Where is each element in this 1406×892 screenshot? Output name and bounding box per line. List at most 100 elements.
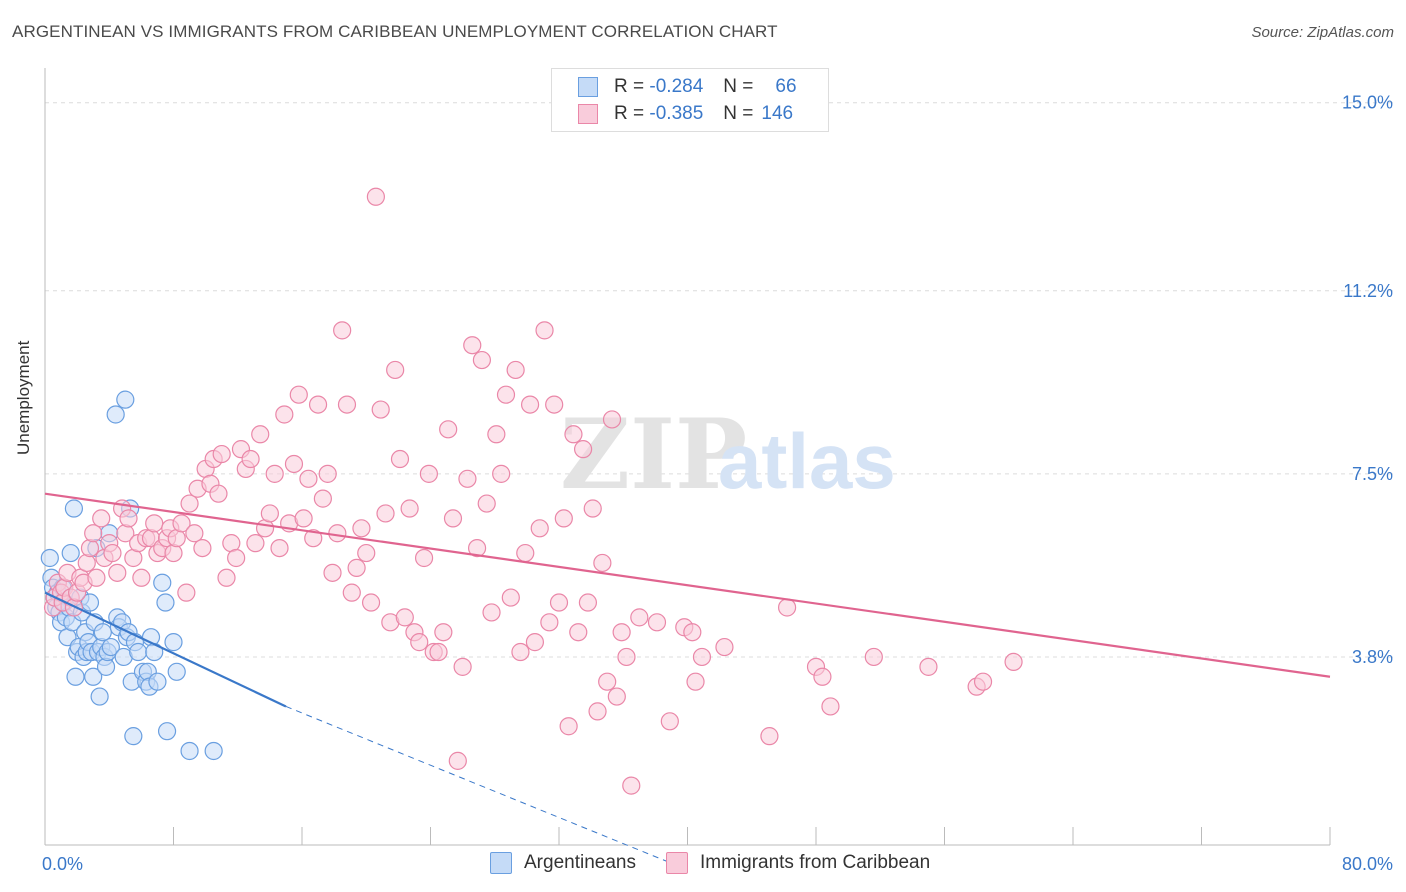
caribbean-point <box>304 529 323 548</box>
caribbean-point <box>180 494 199 513</box>
x-tick-label: 80.0% <box>1342 854 1393 874</box>
caribbean-point <box>973 672 993 691</box>
caribbean-point <box>443 509 463 528</box>
argentinean-point <box>129 642 148 662</box>
caribbean-point <box>333 321 352 340</box>
legend-n-label: N = <box>723 103 754 124</box>
trend-lines <box>44 492 1331 871</box>
caribbean-point <box>821 697 840 716</box>
caribbean-point <box>323 563 342 582</box>
caribbean-point <box>177 583 196 602</box>
y-tick-label: 3.8% <box>1352 647 1393 667</box>
caribbean-point <box>487 425 506 444</box>
caribbean-point <box>760 727 779 746</box>
caribbean-point <box>439 420 458 439</box>
caribbean-point <box>400 499 419 518</box>
caribbean-point <box>251 425 270 444</box>
argentinean-point <box>84 667 103 686</box>
caribbean-point <box>453 657 472 676</box>
legend-n-label: N = <box>723 76 754 97</box>
argentinean-point <box>66 667 85 686</box>
argentinean-point <box>40 548 59 568</box>
caribbean-point <box>347 558 366 577</box>
caribbean-point <box>554 509 573 528</box>
caribbean-point <box>172 514 191 533</box>
caribbean-point <box>549 593 569 612</box>
argentinean-point <box>101 637 120 657</box>
argentinean-point <box>64 499 84 518</box>
argentinean-point <box>124 727 143 746</box>
caribbean-point <box>919 657 938 676</box>
caribbean-point <box>209 484 228 503</box>
y-axis-title: Unemployment <box>14 340 33 455</box>
argentinean-point <box>61 543 80 563</box>
caribbean-point <box>434 623 453 642</box>
caribbean-point <box>395 608 414 627</box>
argentinean-point <box>180 741 199 761</box>
caribbean-point <box>516 543 535 563</box>
caribbean-point <box>80 538 100 558</box>
caribbean-point <box>540 613 559 632</box>
y-tick-label: 15.0% <box>1342 93 1393 113</box>
legend-swatch-blue <box>578 77 598 97</box>
caribbean-point <box>588 702 607 721</box>
caribbean-point <box>607 687 626 706</box>
x-tick-label: 0.0% <box>42 854 83 874</box>
caribbean-point <box>535 321 554 340</box>
chart-title: ARGENTINEAN VS IMMIGRANTS FROM CARIBBEAN… <box>12 22 778 41</box>
caribbean-point <box>119 509 138 528</box>
caribbean-point <box>376 504 395 523</box>
caribbean-point <box>164 543 183 563</box>
argentinean-point <box>153 573 172 592</box>
caribbean-point <box>630 608 649 627</box>
caribbean-point <box>777 598 797 617</box>
caribbean-point <box>103 543 122 563</box>
caribbean-point <box>477 494 496 513</box>
argentinean-point <box>156 593 175 612</box>
caribbean-point <box>583 499 602 518</box>
caribbean-point <box>660 712 679 731</box>
axes <box>44 68 1331 846</box>
caribbean-point <box>289 385 308 404</box>
caribbean-point <box>284 454 304 474</box>
caribbean-point <box>337 395 357 414</box>
caribbean-point <box>342 583 361 602</box>
legend-swatch-pink <box>578 104 598 124</box>
caribbean-point <box>501 588 520 607</box>
caribbean-point <box>386 360 405 380</box>
legend-n-value: 146 <box>761 103 794 124</box>
y-tick-label: 7.5% <box>1352 464 1393 484</box>
caribbean-point <box>647 613 667 632</box>
caribbean-point <box>692 647 712 667</box>
caribbean-point <box>241 449 260 469</box>
legend-r-value: -0.284 <box>649 76 704 97</box>
caribbean-point <box>564 425 583 444</box>
caribbean-point <box>410 633 429 652</box>
argentinean-point <box>90 687 109 706</box>
caribbean-point <box>593 553 612 573</box>
caribbean-point <box>715 637 734 657</box>
caribbean-point <box>578 593 598 612</box>
argentinean-point <box>167 662 186 681</box>
legend-r-label: R = <box>614 76 645 97</box>
caribbean-point <box>185 524 204 543</box>
caribbean-point <box>414 548 434 568</box>
watermark-zip: ZIP <box>560 398 747 511</box>
caribbean-point <box>352 519 371 538</box>
caribbean-point <box>260 504 279 523</box>
argentinean-point <box>204 741 223 761</box>
tick-labels: 3.8% 7.5% 11.2% 15.0% 0.0% 80.0% <box>42 93 1393 874</box>
caribbean-point <box>612 623 631 642</box>
caribbean-point <box>390 449 410 469</box>
caribbean-point <box>813 667 832 686</box>
caribbean-point <box>525 633 545 652</box>
caribbean-point <box>246 534 265 553</box>
caribbean-point <box>506 360 525 380</box>
caribbean-point <box>458 469 477 488</box>
legend-swatch-blue <box>490 852 512 874</box>
caribbean-point <box>1004 652 1023 672</box>
caribbean-point <box>193 538 212 558</box>
caribbean-point <box>617 647 636 667</box>
caribbean-point <box>686 672 705 691</box>
